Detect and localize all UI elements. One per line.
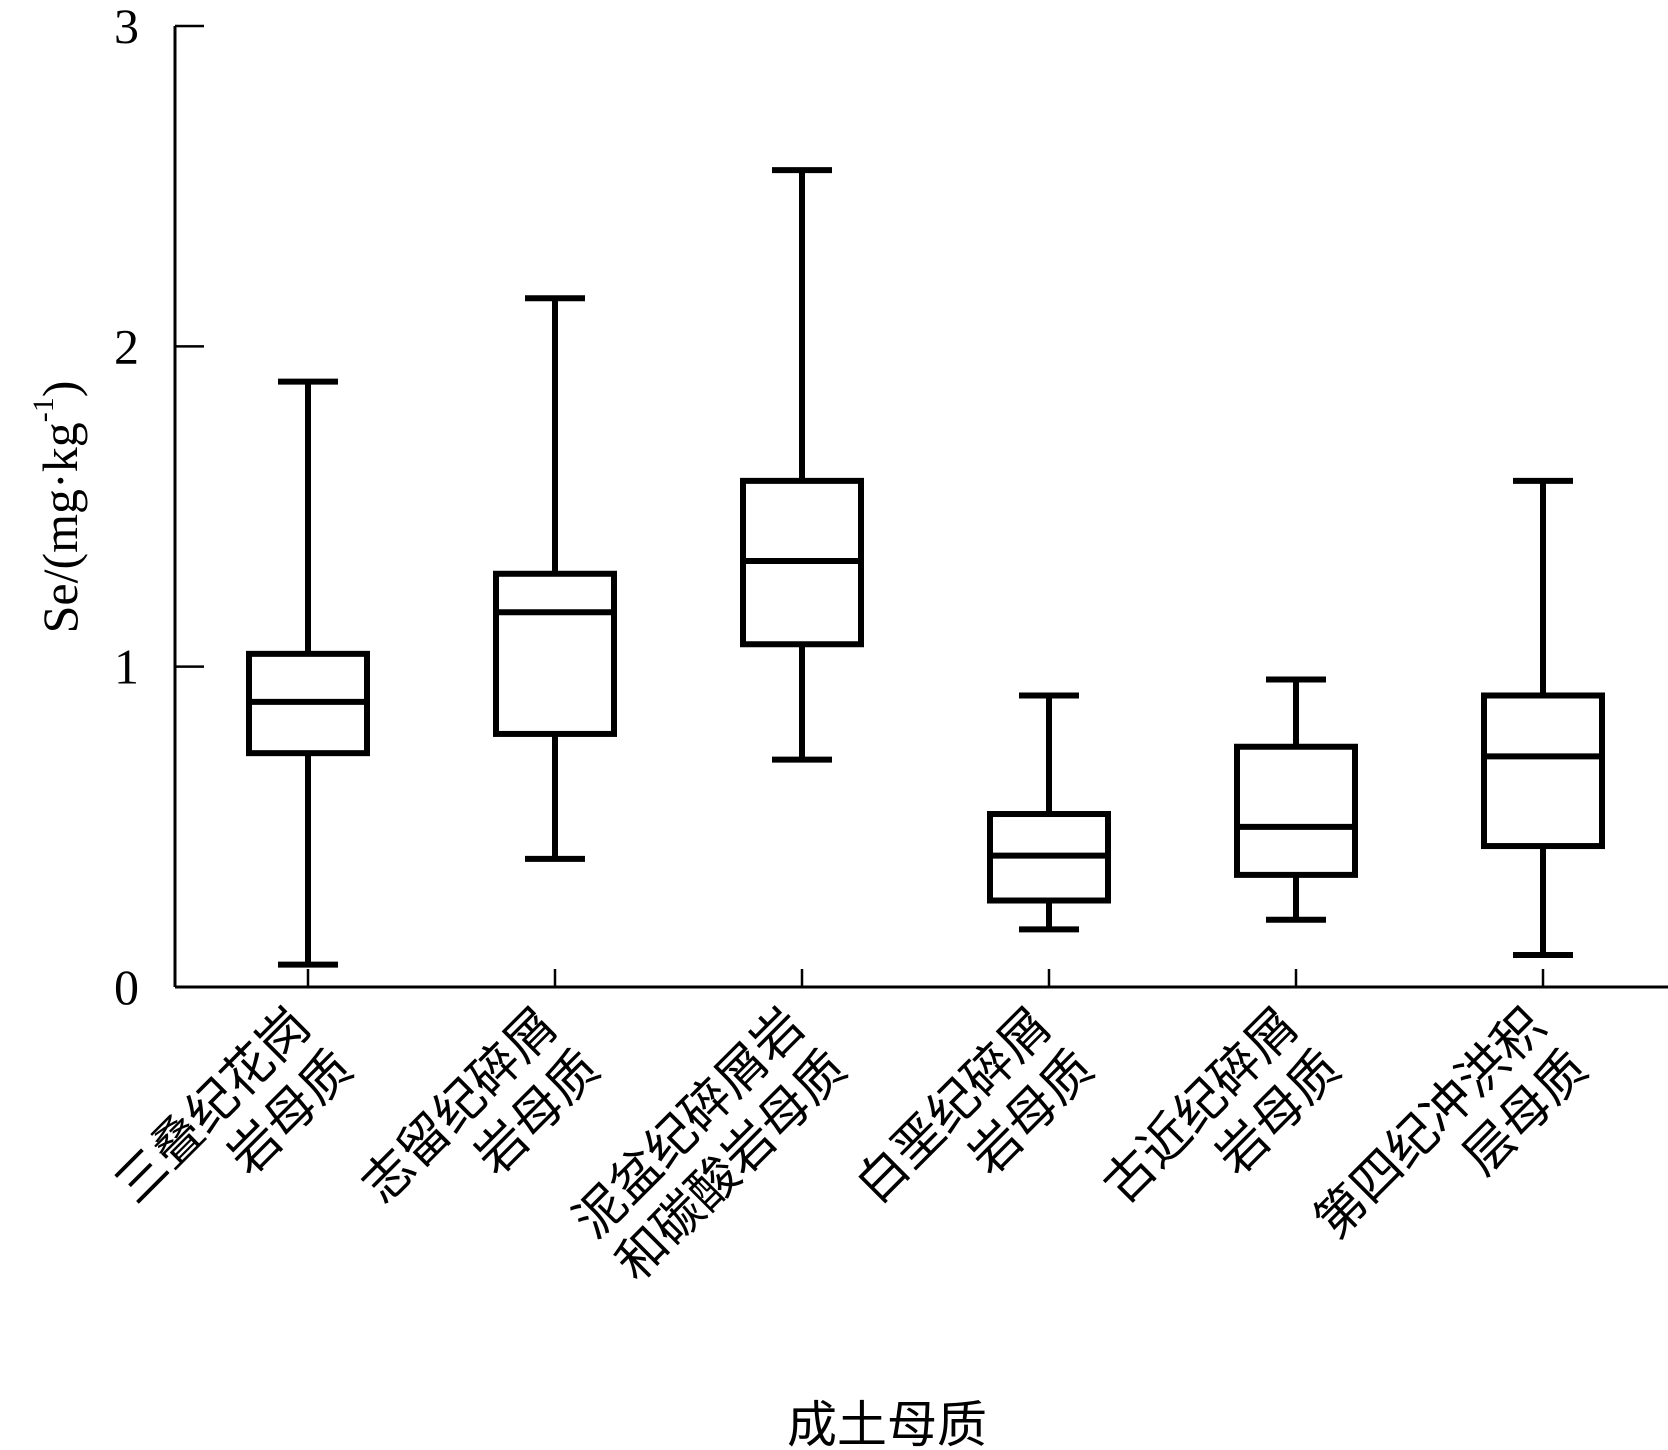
y-tick-label: 1	[114, 639, 139, 695]
category-label: 泥盆纪碎屑岩和碳酸岩母质	[562, 996, 858, 1292]
category-label: 第四纪冲洪积层母质	[1303, 996, 1599, 1292]
y-tick-label: 0	[114, 959, 139, 1015]
category-label: 三叠纪花岗岩母质	[104, 996, 364, 1256]
y-axis-title-superscript: -1	[27, 397, 60, 422]
iqr-box	[1481, 692, 1605, 850]
box-group	[246, 378, 370, 968]
box-group	[987, 692, 1111, 933]
x-axis-ticks	[306, 969, 1545, 987]
box-group	[1234, 676, 1358, 923]
y-axis-ticks: 0 1 2 3	[114, 0, 204, 1015]
x-axis-title: 成土母质	[787, 1397, 987, 1450]
box-group	[740, 167, 864, 763]
y-axis-title: Se/(mg·kg-1)	[27, 381, 89, 634]
y-axis-title-close: )	[32, 381, 88, 398]
box-series	[246, 167, 1605, 968]
box-group	[1481, 477, 1605, 958]
y-tick-label: 3	[114, 0, 139, 54]
box-group	[493, 295, 617, 862]
iqr-box	[493, 570, 617, 737]
category-label: 白垩纪碎屑岩母质	[845, 996, 1105, 1256]
iqr-box	[1234, 743, 1358, 878]
y-tick-label: 2	[114, 318, 139, 374]
category-labels: 三叠纪花岗岩母质志留纪碎屑岩母质泥盆纪碎屑岩和碳酸岩母质白垩纪碎屑岩母质古近纪碎…	[104, 996, 1599, 1292]
